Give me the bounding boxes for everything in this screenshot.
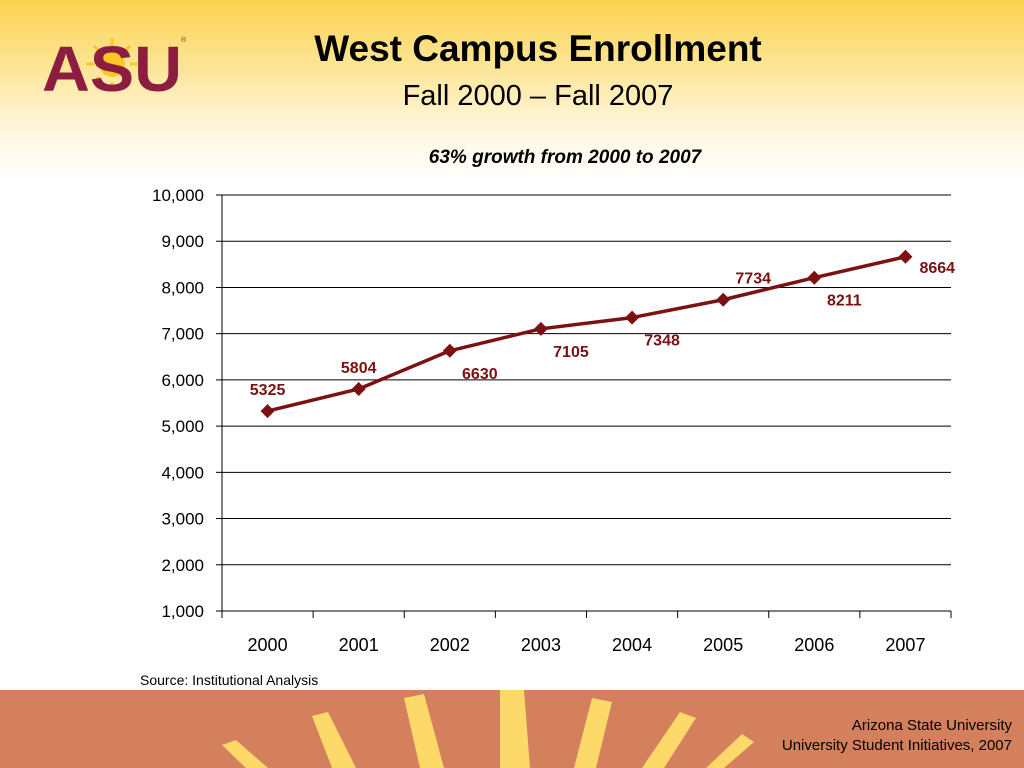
footer-line-1: Arizona State University — [851, 717, 1012, 734]
data-point — [351, 381, 366, 396]
chart-title: 63% growth from 2000 to 2007 — [429, 147, 703, 168]
data-markers — [260, 249, 913, 419]
data-point — [533, 321, 548, 336]
data-label: 8664 — [919, 260, 955, 277]
x-tick-label: 2004 — [612, 635, 652, 655]
enrollment-line-chart: 63% growth from 2000 to 2007 1,000 2,000 3… — [152, 147, 955, 655]
footer-line-2: University Student Initiatives, 2007 — [781, 737, 1012, 754]
sun-rays-decoration — [222, 690, 754, 768]
svg-text:®: ® — [181, 36, 187, 44]
y-tick-label: 7,000 — [161, 325, 204, 344]
y-tick-label: 3,000 — [161, 510, 204, 529]
source-note: Source: Institutional Analysis — [140, 672, 319, 688]
x-tick-label: 2006 — [794, 635, 834, 655]
x-tick-label: 2003 — [521, 635, 561, 655]
x-axis: 2000 2001 2002 2003 2004 2005 2006 2007 — [221, 611, 952, 655]
y-tick-label: 4,000 — [161, 463, 204, 482]
y-tick-label: 1,000 — [161, 602, 204, 621]
data-label: 7734 — [735, 271, 771, 288]
y-tick-label: 6,000 — [161, 371, 204, 390]
y-tick-label: 8,000 — [161, 278, 204, 297]
data-point — [625, 310, 640, 325]
x-tick-label: 2002 — [430, 635, 470, 655]
page-title: West Campus Enrollment — [314, 28, 762, 69]
data-label: 8211 — [827, 293, 862, 310]
data-label: 5325 — [250, 382, 286, 399]
data-point — [442, 343, 457, 358]
data-label: 7348 — [644, 333, 680, 350]
y-axis: 1,000 2,000 3,000 4,000 5,000 6,000 7,000 8,000… — [152, 186, 223, 621]
series-line — [267, 255, 906, 413]
x-tick-label: 2000 — [248, 635, 288, 655]
sunburst-icon — [86, 38, 138, 90]
gridlines — [222, 194, 951, 612]
data-label: 6630 — [462, 366, 498, 383]
enrollment-line — [267, 255, 906, 413]
x-tick-label: 2001 — [339, 635, 379, 655]
data-point — [807, 270, 822, 285]
x-tick-label: 2005 — [703, 635, 743, 655]
footer-credit: Arizona State University University Stud… — [782, 716, 1012, 756]
x-tick-label: 2007 — [885, 635, 925, 655]
footer-band: Arizona State University University Stud… — [0, 690, 1024, 768]
data-point — [716, 292, 731, 307]
data-label: 5804 — [341, 360, 377, 377]
y-tick-label: 9,000 — [161, 232, 204, 251]
page-subtitle: Fall 2000 – Fall 2007 — [402, 80, 674, 112]
y-tick-label: 2,000 — [161, 556, 204, 575]
svg-text:ASU: ASU — [42, 33, 182, 98]
data-point — [260, 404, 275, 419]
data-labels: 5325 5804 6630 7105 7348 7734 8211 8664 — [250, 260, 955, 399]
y-tick-label: 10,000 — [152, 186, 204, 205]
y-tick-label: 5,000 — [161, 417, 204, 436]
data-point — [898, 249, 913, 264]
asu-logo: ASU ® — [42, 33, 187, 98]
data-label: 7105 — [553, 344, 589, 361]
